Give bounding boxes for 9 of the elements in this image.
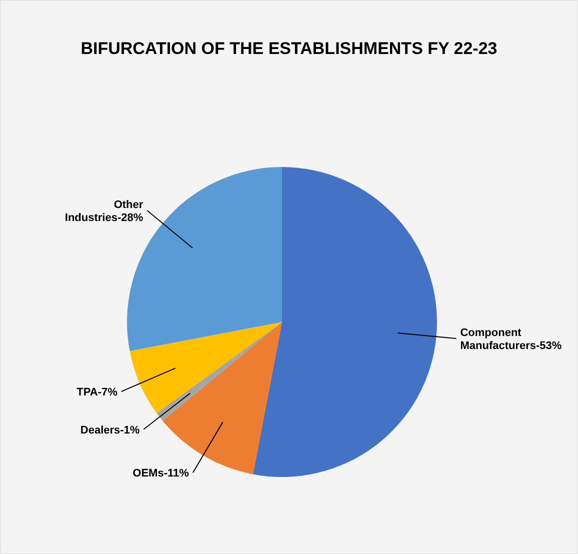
- pie-slice: [252, 167, 437, 477]
- slice-label: Dealers-1%: [80, 424, 140, 436]
- slice-label: TPA-7%: [76, 386, 118, 398]
- slice-label: Component Manufacturers-53%: [460, 326, 562, 352]
- pie-slice: [130, 322, 282, 414]
- chart-title: BIFURCATION OF THE ESTABLISHMENTS FY 22-23: [80, 39, 498, 58]
- slice-label: OEMs-11%: [132, 468, 190, 480]
- pie-slice: [156, 322, 282, 421]
- slice-label: Other Industries-28%: [64, 198, 144, 224]
